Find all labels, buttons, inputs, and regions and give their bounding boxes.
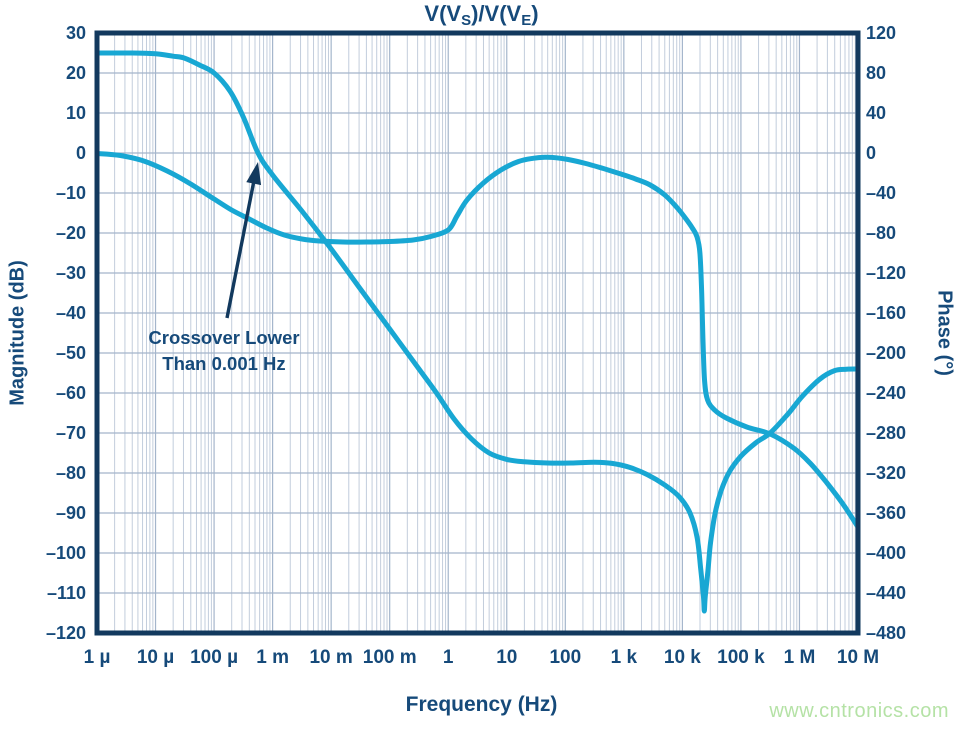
ytick-right-label: –280 — [866, 423, 907, 443]
crossover-arrow-shaft — [225, 181, 256, 319]
watermark-text: www.cntronics.com — [769, 700, 949, 722]
xtick-label: 10 µ — [136, 647, 175, 668]
ytick-right-label: –360 — [866, 503, 907, 523]
xtick-label: 10 k — [663, 647, 701, 668]
ytick-left-label: 30 — [65, 23, 86, 43]
xtick-label: 1 M — [783, 647, 816, 668]
ytick-left-label: –100 — [45, 543, 86, 563]
ytick-right-label: 40 — [866, 103, 887, 123]
ytick-left-label: –10 — [55, 183, 86, 203]
ytick-right-label: 0 — [866, 143, 877, 163]
xtick-label: 100 — [549, 647, 582, 668]
xtick-label: 1 k — [610, 647, 638, 668]
xtick-label: 100 k — [717, 647, 765, 668]
chart-title-segment: )/V(V — [471, 1, 522, 26]
xtick-label: 10 m — [309, 647, 353, 668]
crossover-annotation-line2: Than 0.001 Hz — [162, 353, 286, 374]
magnitude-curve — [97, 50, 858, 614]
xtick-label: 100 m — [362, 647, 417, 668]
ytick-left-label: 0 — [75, 143, 86, 163]
ytick-right-label: –80 — [866, 223, 897, 243]
ytick-left-label: –40 — [55, 303, 86, 323]
phase-axis-title: Phase (°) — [933, 290, 956, 376]
ytick-right-label: –40 — [866, 183, 897, 203]
xtick-label: 1 µ — [83, 647, 111, 668]
ytick-right-label: –480 — [866, 623, 907, 643]
plot-frame — [94, 30, 861, 636]
ytick-right-label: –120 — [866, 263, 907, 283]
chart-title-segment: E — [521, 12, 532, 29]
ytick-left-label: –20 — [55, 223, 86, 243]
crossover-annotation-line1: Crossover Lower — [148, 327, 300, 348]
xtick-label: 1 m — [256, 647, 289, 668]
ytick-left-label: 20 — [65, 63, 86, 83]
ytick-left-label: –90 — [55, 503, 86, 523]
ytick-left-label: –30 — [55, 263, 86, 283]
ytick-left-label: –80 — [55, 463, 86, 483]
chart-title-segment: ) — [531, 1, 539, 26]
xtick-label: 1 — [442, 647, 454, 668]
chart-title-segment: S — [461, 12, 472, 29]
ytick-right-label: 120 — [866, 23, 897, 43]
ytick-left-label: –50 — [55, 343, 86, 363]
ytick-right-label: –440 — [866, 583, 907, 603]
chart-title-segment: V(V — [424, 1, 462, 26]
ytick-left-label: –60 — [55, 383, 86, 403]
ytick-right-label: –320 — [866, 463, 907, 483]
ytick-right-label: –160 — [866, 303, 907, 323]
ytick-left-label: 10 — [65, 103, 86, 123]
magnitude-axis-title: Magnitude (dB) — [6, 260, 29, 406]
crossover-annotation: Crossover Lower Than 0.001 Hz — [104, 325, 344, 377]
ytick-right-label: –200 — [866, 343, 907, 363]
ytick-left-label: –110 — [46, 583, 86, 603]
xtick-label: 100 µ — [190, 647, 239, 668]
ytick-right-label: 80 — [866, 63, 887, 83]
xtick-label: 10 M — [836, 647, 880, 668]
ytick-right-label: –400 — [866, 543, 907, 563]
ytick-left-label: –70 — [55, 423, 86, 443]
chart-title: V(VS)/V(VE) — [0, 1, 963, 29]
crossover-arrow-head — [246, 162, 262, 186]
frequency-axis-title: Frequency (Hz) — [405, 693, 558, 716]
ytick-left-label: –120 — [45, 623, 86, 643]
phase-curve — [97, 151, 858, 530]
xtick-label: 10 — [496, 647, 518, 668]
ytick-right-label: –240 — [866, 383, 907, 403]
